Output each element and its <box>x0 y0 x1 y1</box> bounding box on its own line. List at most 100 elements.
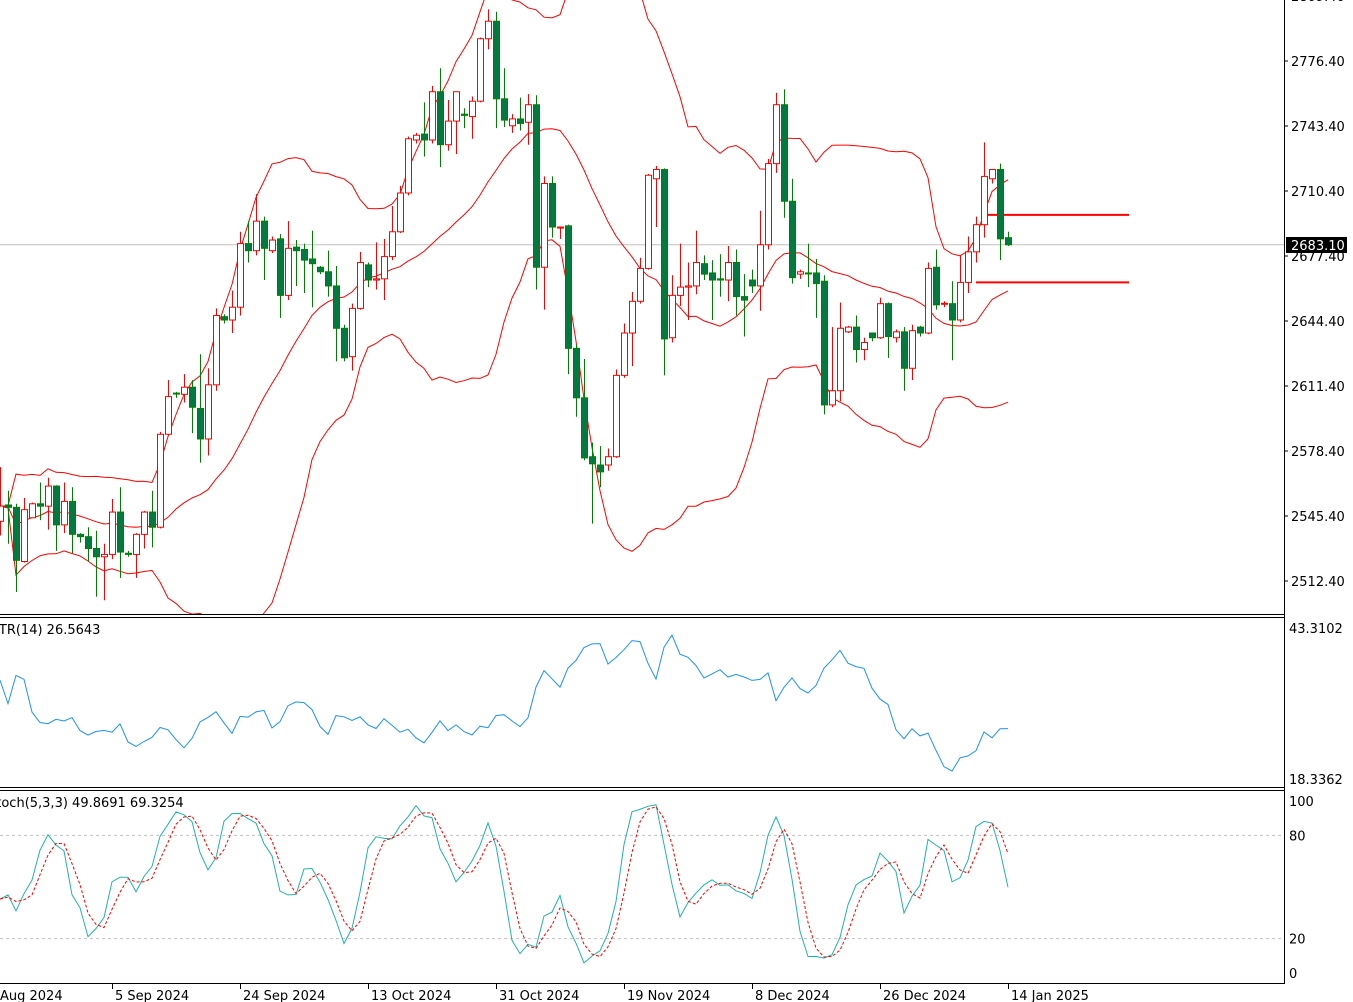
candle-bullish <box>629 291 636 367</box>
candle-body <box>765 163 772 246</box>
candle-bearish <box>573 344 580 417</box>
candle-bullish <box>0 467 4 536</box>
candle-body <box>245 243 252 252</box>
candle-body <box>293 246 300 252</box>
candle-bullish <box>373 242 380 290</box>
candle-body <box>381 256 388 280</box>
atr-panel[interactable]: ATR(14) 26.5643 <box>0 623 1009 772</box>
candle-body <box>149 511 156 528</box>
candle-bullish <box>645 174 652 270</box>
candle-body <box>253 220 260 252</box>
date-label: 13 Oct 2024 <box>371 989 451 1002</box>
current-price-tag-bg <box>1286 237 1347 253</box>
candle-bearish <box>821 275 828 415</box>
candle-body <box>477 38 484 102</box>
candle-bullish <box>181 374 188 403</box>
stoch-axis-label: 100 <box>1289 795 1314 810</box>
candle-body <box>677 286 684 296</box>
candle-body <box>893 331 900 339</box>
candle-bearish <box>37 482 44 521</box>
candle-body <box>709 272 716 281</box>
date-label: 31 Oct 2024 <box>499 989 579 1002</box>
candle-body <box>917 326 924 334</box>
candle-bullish <box>237 231 244 316</box>
price-panel[interactable] <box>0 0 1284 638</box>
candle-body <box>861 341 868 351</box>
candle-bearish <box>661 168 668 376</box>
stoch-axis: 100 80 20 0 <box>1289 795 1314 982</box>
candle-bearish <box>789 178 796 284</box>
price-tick-label: 2611.40 <box>1291 380 1345 395</box>
candle-body <box>461 113 468 116</box>
candle-bearish <box>949 281 956 361</box>
candle-body <box>989 169 996 180</box>
candle-bearish <box>741 274 748 337</box>
candle-bearish <box>293 240 300 286</box>
horizontal-levels[interactable] <box>976 213 1129 284</box>
candle-body <box>797 271 804 275</box>
candle-body <box>485 20 492 40</box>
candle-body <box>445 120 452 146</box>
candle-bullish <box>509 114 516 133</box>
candle-body <box>189 386 196 408</box>
candle-bullish <box>21 497 28 563</box>
candle-bearish <box>917 325 924 337</box>
candle-body <box>197 407 204 440</box>
candle-body <box>645 174 652 269</box>
atr-series <box>0 634 1009 772</box>
candle-body <box>701 263 708 275</box>
time-axis: Aug 2024 5 Sep 2024 24 Sep 2024 13 Oct 2024… <box>0 983 1089 1002</box>
candle-bearish <box>581 359 588 461</box>
candle-bullish <box>773 92 780 173</box>
candle-body <box>877 303 884 339</box>
candle-body <box>109 511 116 555</box>
candle-body <box>565 225 572 349</box>
candle-body <box>317 266 324 273</box>
price-axis: 2809.40 2776.40 2743.40 2710.40 2677.40 2644.… <box>1284 0 1345 590</box>
stoch-series <box>0 804 1009 964</box>
date-label: 14 Jan 2025 <box>1011 989 1089 1002</box>
price-tick-label: 2578.40 <box>1291 445 1345 460</box>
candle-bearish <box>493 11 500 129</box>
candle-body <box>13 506 20 561</box>
candle-body <box>901 331 908 369</box>
candle-body <box>341 327 348 359</box>
candle-bullish <box>989 169 996 184</box>
candle-body <box>1005 237 1012 246</box>
candle-body <box>133 533 140 555</box>
candle-body <box>229 306 236 321</box>
candle-bearish <box>1005 231 1012 246</box>
candle-bearish <box>701 255 708 281</box>
stochastic-panel[interactable]: Stoch(5,3,3) 49.8691 69.3254 <box>0 796 1284 964</box>
candle-bearish <box>461 108 468 129</box>
price-tick-label: 2545.40 <box>1291 510 1345 525</box>
candle-body <box>21 509 28 563</box>
candle-body <box>605 456 612 466</box>
date-label: 19 Nov 2024 <box>627 989 710 1002</box>
candle-bearish <box>125 550 132 557</box>
candle-body <box>173 392 180 395</box>
candle-bearish <box>245 221 252 263</box>
candle-bullish <box>429 85 436 144</box>
candle-body <box>773 104 780 165</box>
candle-bullish <box>477 37 484 103</box>
candle-bullish <box>29 502 36 519</box>
candle-bullish <box>605 448 612 471</box>
candle-bullish <box>485 9 492 50</box>
candle-bearish <box>565 224 572 375</box>
candle-bearish <box>733 249 740 316</box>
current-price-value: 2683.10 <box>1291 239 1345 254</box>
candle-bearish <box>117 487 124 578</box>
candle-bearish <box>749 269 756 294</box>
candle-bearish <box>53 485 60 551</box>
stoch-level-lines <box>0 834 1284 940</box>
atr-line <box>0 634 1009 772</box>
candle-body <box>541 183 548 268</box>
candle-body <box>157 433 164 528</box>
candle-body <box>125 552 132 555</box>
candle-body <box>717 278 724 281</box>
candle-body <box>517 118 524 124</box>
candle-bearish <box>781 89 788 218</box>
candle-bearish <box>221 314 228 324</box>
